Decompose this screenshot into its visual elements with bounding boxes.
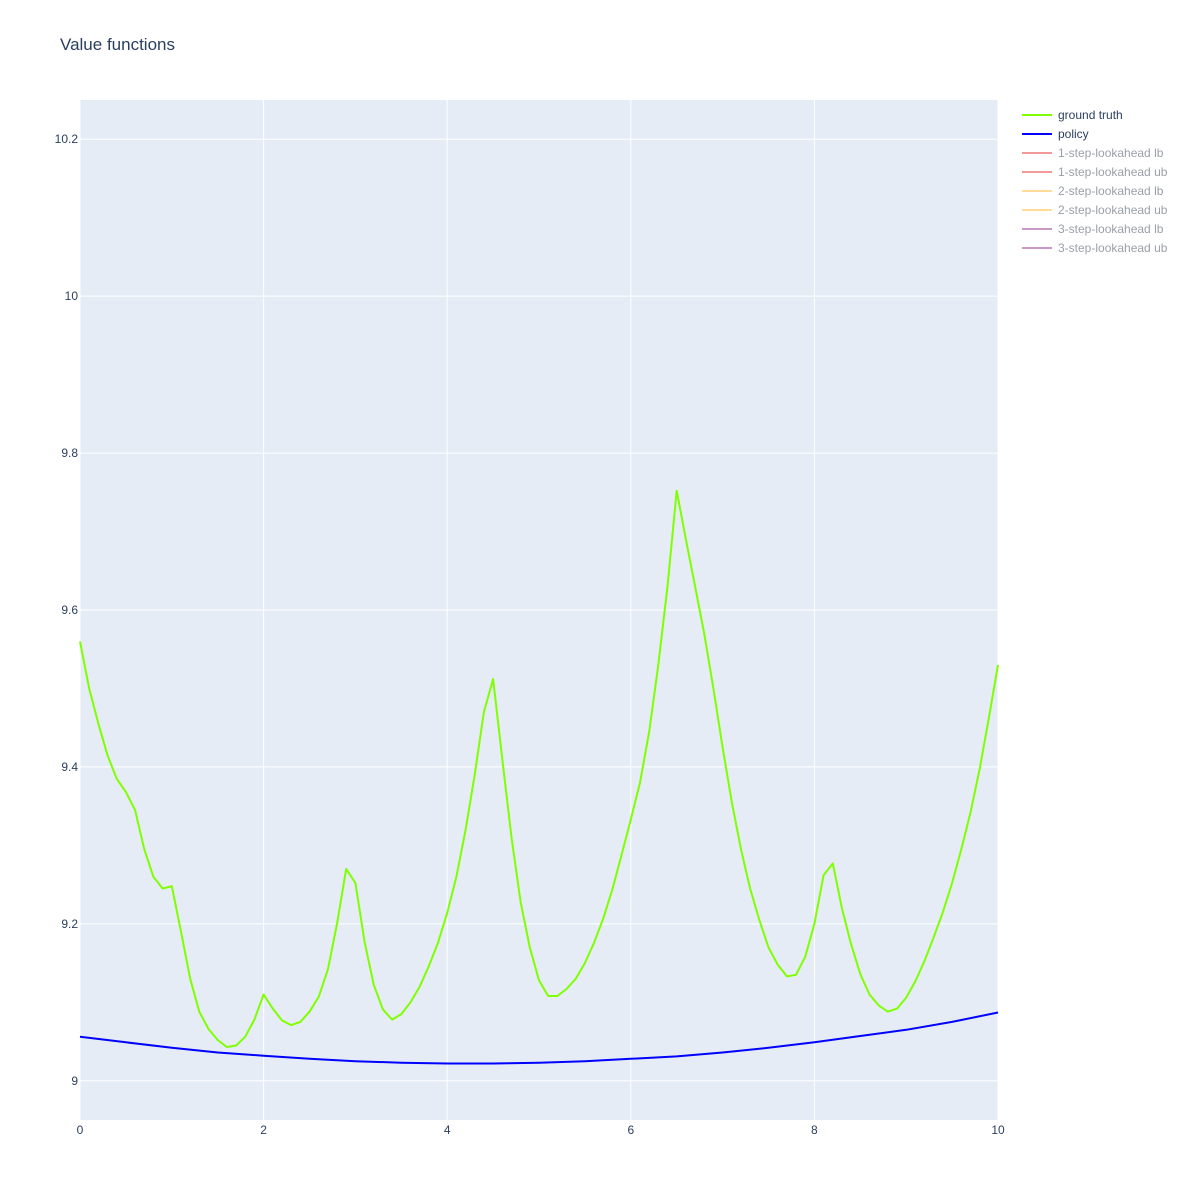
x-axis: 0 2 4 6 8 10 bbox=[77, 1123, 1005, 1137]
y-tick-label: 9.8 bbox=[61, 446, 78, 460]
legend-item-3-step-lookahead-lb[interactable]: 3-step-lookahead lb bbox=[1022, 222, 1164, 236]
y-axis: 9 9.2 9.4 9.6 9.8 10 10.2 bbox=[55, 132, 79, 1088]
legend-item-ground-truth[interactable]: ground truth bbox=[1022, 108, 1123, 122]
x-tick-label: 10 bbox=[991, 1123, 1005, 1137]
legend-label: policy bbox=[1058, 127, 1089, 141]
legend-item-1-step-lookahead-ub[interactable]: 1-step-lookahead ub bbox=[1022, 165, 1168, 179]
x-tick-label: 8 bbox=[811, 1123, 818, 1137]
legend-label: 2-step-lookahead lb bbox=[1058, 184, 1164, 198]
y-tick-label: 9 bbox=[71, 1074, 78, 1088]
legend-label: 1-step-lookahead lb bbox=[1058, 146, 1164, 160]
series-line-ground-truth[interactable] bbox=[79, 489, 999, 1048]
legend-item-1-step-lookahead-lb[interactable]: 1-step-lookahead lb bbox=[1022, 146, 1164, 160]
series-layer bbox=[79, 489, 999, 1065]
y-tick-label: 10.2 bbox=[55, 132, 79, 146]
chart-title: Value functions bbox=[60, 35, 175, 54]
x-tick-label: 2 bbox=[260, 1123, 267, 1137]
legend-label: 1-step-lookahead ub bbox=[1058, 165, 1168, 179]
legend: ground truth policy 1-step-lookahead lb 1-s… bbox=[1022, 108, 1168, 255]
y-tick-label: 10 bbox=[65, 289, 79, 303]
legend-item-2-step-lookahead-lb[interactable]: 2-step-lookahead lb bbox=[1022, 184, 1164, 198]
y-tick-label: 9.6 bbox=[61, 603, 78, 617]
legend-label: ground truth bbox=[1058, 108, 1123, 122]
legend-item-2-step-lookahead-ub[interactable]: 2-step-lookahead ub bbox=[1022, 203, 1168, 217]
x-tick-label: 6 bbox=[627, 1123, 634, 1137]
y-tick-label: 9.4 bbox=[61, 760, 78, 774]
y-gridlines bbox=[80, 138, 998, 1082]
legend-label: 3-step-lookahead lb bbox=[1058, 222, 1164, 236]
legend-item-policy[interactable]: policy bbox=[1022, 127, 1089, 141]
legend-label: 3-step-lookahead ub bbox=[1058, 241, 1168, 255]
x-tick-label: 4 bbox=[444, 1123, 451, 1137]
legend-label: 2-step-lookahead ub bbox=[1058, 203, 1168, 217]
legend-item-3-step-lookahead-ub[interactable]: 3-step-lookahead ub bbox=[1022, 241, 1168, 255]
x-gridlines bbox=[79, 100, 999, 1120]
series-line-policy[interactable] bbox=[79, 1011, 999, 1065]
y-tick-label: 9.2 bbox=[61, 917, 78, 931]
x-tick-label: 0 bbox=[77, 1123, 84, 1137]
